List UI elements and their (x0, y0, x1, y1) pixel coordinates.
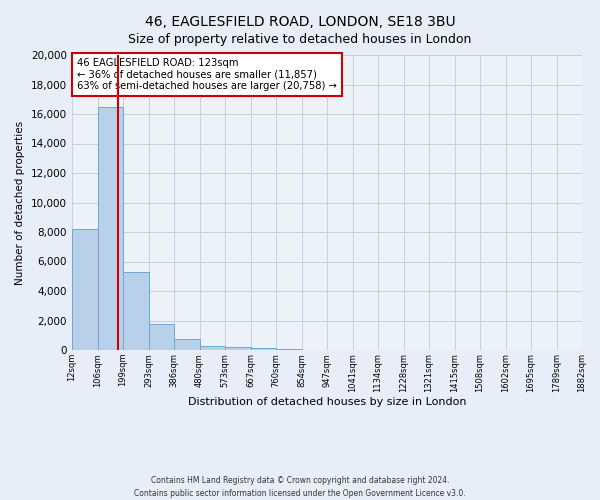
Y-axis label: Number of detached properties: Number of detached properties (16, 120, 25, 284)
Bar (123, 272, 149, 350)
X-axis label: Distribution of detached houses by size in London: Distribution of detached houses by size … (188, 398, 466, 407)
Bar (72, 229, 97, 350)
Text: Size of property relative to detached houses in London: Size of property relative to detached ho… (128, 32, 472, 46)
Bar (225, 348, 251, 350)
Bar (174, 339, 199, 350)
Text: 46 EAGLESFIELD ROAD: 123sqm
← 36% of detached houses are smaller (11,857)
63% of: 46 EAGLESFIELD ROAD: 123sqm ← 36% of det… (77, 58, 337, 91)
Bar (251, 348, 276, 350)
Bar (199, 346, 225, 350)
Text: Contains HM Land Registry data © Crown copyright and database right 2024.
Contai: Contains HM Land Registry data © Crown c… (134, 476, 466, 498)
Bar (97, 106, 123, 350)
Bar (276, 349, 302, 350)
Text: 46, EAGLESFIELD ROAD, LONDON, SE18 3BU: 46, EAGLESFIELD ROAD, LONDON, SE18 3BU (145, 15, 455, 29)
Bar (149, 324, 174, 350)
